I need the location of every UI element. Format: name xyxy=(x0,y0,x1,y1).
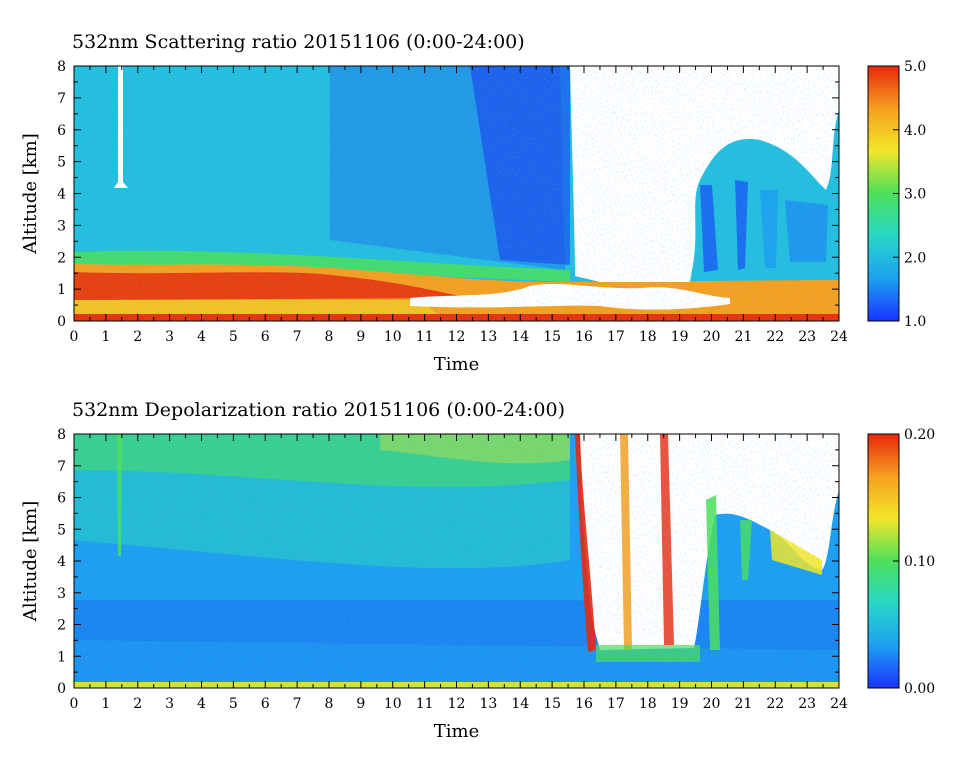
x-tick-label: 4 xyxy=(197,696,206,712)
x-tick-label: 24 xyxy=(830,329,848,345)
colorbar-tick-label: 5.0 xyxy=(904,59,926,75)
x-tick-label: 5 xyxy=(229,329,238,345)
scattering-ratio-colorbar: 1.0 2.0 3.0 4.0 5.0 xyxy=(867,59,926,330)
x-tick-label: 5 xyxy=(229,696,238,712)
depolarization-ratio-heatmap xyxy=(74,434,839,688)
x-tick-label: 23 xyxy=(798,696,816,712)
x-tick-label: 23 xyxy=(798,329,816,345)
scattering-ratio-title: 532nm Scattering ratio 20151106 (0:00-24… xyxy=(72,31,525,53)
depolarization-ratio-colorbar: 0.00 0.10 0.20 xyxy=(867,427,935,697)
colorbar-tick-label: 3.0 xyxy=(904,187,926,203)
depolarization-ratio-panel: 532nm Depolarization ratio 20151106 (0:0… xyxy=(20,399,935,742)
y-tick-label: 2 xyxy=(57,250,66,266)
colorbar-tick-label: 0.20 xyxy=(904,427,935,443)
scattering-ratio-heatmap xyxy=(74,66,839,321)
x-tick-label: 8 xyxy=(325,696,334,712)
depolarization-ratio-title: 532nm Depolarization ratio 20151106 (0:0… xyxy=(72,399,565,421)
y-tick-label: 6 xyxy=(57,491,66,507)
x-tick-label: 14 xyxy=(511,329,529,345)
x-tick-label: 8 xyxy=(325,329,334,345)
x-tick-label: 11 xyxy=(416,696,434,712)
x-tick-label: 21 xyxy=(734,696,752,712)
colorbar-tick-label: 0.10 xyxy=(904,554,935,570)
x-tick-label: 24 xyxy=(830,696,848,712)
scattering-ratio-panel: 532nm Scattering ratio 20151106 (0:00-24… xyxy=(20,31,926,375)
x-tick-label: 19 xyxy=(671,696,689,712)
x-tick-label: 15 xyxy=(543,696,561,712)
x-tick-label: 3 xyxy=(165,696,174,712)
y-tick-label: 0 xyxy=(57,314,66,330)
y-tick-label: 2 xyxy=(57,618,66,634)
x-tick-label: 1 xyxy=(101,696,110,712)
x-tick-label: 17 xyxy=(607,696,625,712)
x-tick-label: 18 xyxy=(639,696,657,712)
x-tick-label: 13 xyxy=(479,696,497,712)
depolarization-ratio-axes: 0 1 2 3 4 5 6 7 8 9 10 11 12 13 14 15 16 17 18 19 20 21 22 23 24… xyxy=(57,427,848,712)
x-tick-label: 15 xyxy=(543,329,561,345)
y-tick-label: 4 xyxy=(57,187,66,203)
x-tick-label: 19 xyxy=(671,329,689,345)
y-tick-label: 8 xyxy=(57,59,66,75)
y-tick-label: 4 xyxy=(57,554,66,570)
x-tick-label: 1 xyxy=(101,329,110,345)
y-axis-title: Altitude [km] xyxy=(20,501,41,623)
x-tick-label: 6 xyxy=(261,329,270,345)
x-tick-label: 14 xyxy=(511,696,529,712)
x-tick-label: 2 xyxy=(133,329,142,345)
y-tick-label: 1 xyxy=(57,282,66,298)
colorbar-tick-label: 0.00 xyxy=(904,681,935,697)
y-tick-label: 0 xyxy=(57,681,66,697)
x-tick-label: 16 xyxy=(575,329,593,345)
x-tick-label: 6 xyxy=(261,696,270,712)
x-tick-label: 18 xyxy=(639,329,657,345)
y-tick-label: 6 xyxy=(57,123,66,139)
y-tick-label: 3 xyxy=(57,218,66,234)
y-tick-label: 7 xyxy=(57,91,66,107)
x-tick-label: 7 xyxy=(293,696,302,712)
x-tick-label: 20 xyxy=(703,329,721,345)
x-tick-label: 12 xyxy=(448,696,466,712)
colorbar-tick-label: 1.0 xyxy=(904,314,926,330)
y-axis-title: Altitude [km] xyxy=(20,133,41,255)
x-tick-label: 9 xyxy=(356,696,365,712)
colorbar-tick-label: 2.0 xyxy=(904,250,926,266)
x-tick-label: 13 xyxy=(479,329,497,345)
scattering-ratio-axes: 0 1 2 3 4 5 6 7 8 9 10 11 12 13 14 15 16 17 18 19 20 21 22 23 24… xyxy=(57,59,848,345)
x-tick-label: 2 xyxy=(133,696,142,712)
y-tick-label: 3 xyxy=(57,586,66,602)
x-tick-label: 16 xyxy=(575,696,593,712)
y-tick-label: 8 xyxy=(57,427,66,443)
x-tick-label: 7 xyxy=(293,329,302,345)
x-tick-label: 17 xyxy=(607,329,625,345)
x-tick-label: 0 xyxy=(70,696,79,712)
x-tick-label: 22 xyxy=(766,696,784,712)
x-tick-label: 10 xyxy=(384,696,402,712)
y-tick-label: 1 xyxy=(57,649,66,665)
x-tick-label: 11 xyxy=(416,329,434,345)
x-axis-title: Time xyxy=(434,721,479,742)
y-tick-label: 5 xyxy=(57,522,66,538)
colorbar-tick-label: 4.0 xyxy=(904,123,926,139)
x-tick-label: 4 xyxy=(197,329,206,345)
x-tick-label: 20 xyxy=(703,696,721,712)
noise-overlay xyxy=(74,66,839,321)
x-tick-label: 9 xyxy=(356,329,365,345)
x-tick-label: 12 xyxy=(448,329,466,345)
x-tick-label: 22 xyxy=(766,329,784,345)
y-tick-label: 5 xyxy=(57,155,66,171)
x-axis-title: Time xyxy=(434,354,479,375)
x-tick-label: 21 xyxy=(734,329,752,345)
x-tick-label: 10 xyxy=(384,329,402,345)
x-tick-label: 0 xyxy=(70,329,79,345)
x-tick-label: 3 xyxy=(165,329,174,345)
y-tick-label: 7 xyxy=(57,459,66,475)
noise-overlay xyxy=(74,434,839,688)
